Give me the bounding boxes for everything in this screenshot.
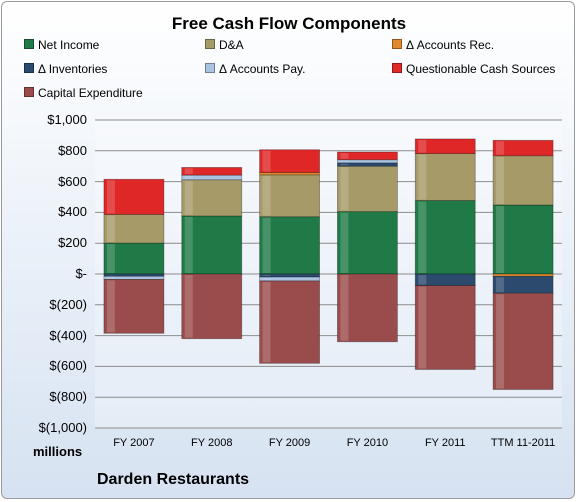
bar-net-income: [259, 216, 320, 275]
bar-d-a: [337, 165, 398, 213]
bar-highlight: [496, 277, 505, 293]
bar-capital-expenditure: [181, 273, 243, 340]
bar-highlight: [496, 141, 505, 155]
x-tick-label: FY 2009: [268, 437, 311, 449]
y-tick-label: $(800): [49, 389, 87, 405]
bar-accounts-pay: [103, 275, 165, 280]
bar-highlight: [106, 215, 115, 243]
bar-highlight: [262, 281, 271, 363]
bar-highlight: [340, 275, 349, 341]
bar-questionable-cash-sources: [259, 149, 320, 173]
legend-swatch: [24, 39, 34, 49]
legend-item: Questionable Cash Sources: [392, 62, 555, 76]
bar-questionable-cash-sources: [103, 178, 165, 215]
bar-highlight: [418, 286, 427, 369]
bar-highlight: [496, 294, 505, 389]
legend-label: Net Income: [38, 38, 100, 52]
company-name: Darden Restaurants: [97, 471, 250, 488]
y-tick-label: $400: [58, 204, 87, 220]
y-tick-label: $-: [75, 266, 87, 281]
bar-questionable-cash-sources: [181, 167, 243, 176]
bar-highlight: [184, 216, 193, 273]
bar-highlight: [496, 206, 505, 273]
bar-net-income: [103, 242, 165, 275]
legend-swatch: [392, 39, 402, 49]
legend-item: Δ Accounts Pay.: [205, 62, 306, 76]
bar-highlight: [184, 275, 193, 338]
bar-highlight: [262, 150, 271, 172]
legend-swatch: [24, 63, 34, 73]
bar-capital-expenditure: [103, 278, 165, 334]
legend-swatch: [24, 87, 34, 97]
bar-highlight: [106, 244, 115, 273]
x-tick-label: FY 2007: [113, 437, 155, 449]
bar-capital-expenditure: [414, 285, 476, 370]
y-tick-label: $1,000: [47, 112, 87, 127]
bar-highlight: [340, 163, 349, 166]
legend-item: D&A: [205, 38, 244, 52]
bar-highlight: [340, 160, 349, 162]
legend-item: Capital Expenditure: [24, 86, 143, 100]
legend-label: Questionable Cash Sources: [406, 62, 556, 76]
bar-highlight: [418, 154, 427, 200]
bar-highlight: [418, 139, 427, 153]
legend-label: Δ Accounts Rec.: [406, 38, 495, 52]
bar-d-a: [492, 155, 554, 206]
bar-highlight: [184, 168, 193, 175]
bar-questionable-cash-sources: [414, 138, 476, 154]
bar-highlight: [184, 176, 193, 179]
x-tick-label: FY 2010: [346, 437, 389, 449]
bar-highlight: [106, 280, 115, 333]
legend-label: Capital Expenditure: [38, 86, 143, 100]
legend-item: Net Income: [24, 38, 99, 52]
legend-swatch: [205, 39, 215, 49]
x-tick-label: FY 2011: [424, 437, 466, 449]
bar-questionable-cash-sources: [492, 139, 554, 157]
bar-net-income: [337, 211, 398, 275]
legend-item: Δ Accounts Rec.: [392, 38, 494, 52]
bar-highlight: [340, 212, 349, 273]
y-tick-label: $600: [58, 173, 87, 189]
bar-d-a: [103, 214, 165, 244]
y-tick-label: $800: [58, 142, 87, 158]
bar-highlight: [184, 180, 193, 215]
x-tick-label: TTM 11-2011: [490, 437, 556, 449]
bar-capital-expenditure: [259, 280, 320, 364]
bar-highlight: [418, 275, 427, 285]
bar-capital-expenditure: [492, 292, 554, 390]
bar-highlight: [262, 217, 271, 273]
y-tick-label: $200: [58, 235, 87, 251]
y-tick-label: $(1,000): [38, 420, 87, 435]
bar-highlight: [418, 201, 427, 273]
bar-d-a: [259, 174, 320, 218]
units-label: millions: [33, 444, 83, 459]
bar-highlight: [340, 167, 349, 211]
bar-highlight: [106, 180, 115, 214]
bar-highlight: [496, 156, 505, 205]
legend-swatch: [205, 63, 215, 73]
y-tick-label: $(200): [49, 296, 87, 312]
bar-highlight: [262, 278, 271, 280]
legend-label: Δ Inventories: [38, 62, 108, 76]
bar-d-a: [414, 153, 476, 201]
bar-capital-expenditure: [337, 273, 398, 343]
bar-questionable-cash-sources: [337, 151, 398, 161]
bar-highlight: [340, 153, 349, 159]
y-tick-label: $(400): [49, 327, 87, 343]
chart-title: Free Cash Flow Components: [171, 14, 407, 33]
bar-highlight: [106, 277, 115, 279]
legend-label: D&A: [219, 38, 244, 52]
bar-highlight: [262, 175, 271, 216]
legend-swatch: [392, 63, 402, 73]
legend-label: Δ Accounts Pay.: [219, 62, 306, 76]
y-tick-label: $(600): [49, 358, 87, 374]
bar-net-income: [492, 204, 554, 275]
x-tick-label: FY 2008: [191, 437, 233, 449]
legend-item: Δ Inventories: [24, 62, 107, 76]
bar-highlight: [262, 275, 271, 277]
